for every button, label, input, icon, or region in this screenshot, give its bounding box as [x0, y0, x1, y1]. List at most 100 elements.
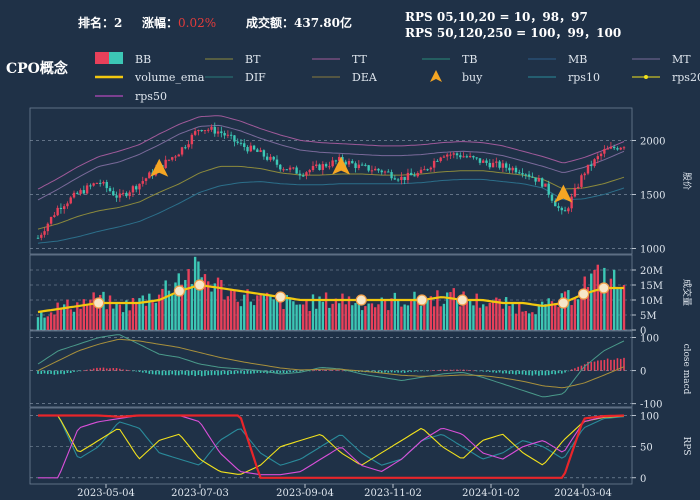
macd-hist-bar — [73, 370, 75, 372]
ytick-label-price: 1500 — [640, 191, 665, 202]
ytick-label-volume: 0 — [640, 326, 646, 337]
candle-body — [197, 129, 200, 132]
macd-hist-bar — [472, 370, 475, 372]
macd-hist-bar — [276, 370, 278, 374]
candle-body — [616, 148, 619, 150]
volume-bar — [315, 308, 318, 330]
macd-hist-bar — [295, 370, 298, 372]
volume-bar — [69, 309, 72, 330]
legend-label-MB: MB — [568, 53, 587, 66]
macd-hist-bar — [230, 370, 232, 374]
volume-bar — [475, 293, 478, 330]
macd-hist-bar — [466, 369, 468, 371]
macd-hist-bar — [567, 370, 570, 372]
macd-hist-bar — [233, 370, 236, 375]
macd-hist-bar — [606, 358, 609, 371]
legend-item-rps50: rps50 — [95, 90, 167, 103]
macd-hist-bar — [63, 370, 65, 375]
macd-hist-bar — [338, 370, 340, 372]
candle-body — [220, 131, 223, 134]
volume-bar — [616, 287, 619, 330]
macd-hist-bar — [246, 370, 249, 374]
macd-hist-bar — [524, 370, 527, 375]
candle-body — [223, 133, 226, 136]
macd-hist-bar — [351, 370, 354, 372]
candle-body — [99, 182, 102, 184]
macd-hist-bar — [158, 370, 160, 375]
candle-body — [233, 135, 236, 142]
candle-body — [252, 145, 256, 150]
macd-hist-bar — [318, 369, 321, 371]
volume-bar — [400, 306, 403, 330]
volume-bar — [498, 298, 501, 330]
x-axis: 2023-05-04 2023-07-03 2023-09-04 2023-11-02… — [77, 484, 612, 499]
volume-bar — [328, 307, 331, 330]
volume-ema-line — [37, 284, 624, 314]
volume-bar — [180, 284, 184, 330]
macd-hist-bar — [495, 370, 498, 373]
candle-body — [108, 188, 112, 192]
macd-hist-bar — [547, 370, 550, 376]
ytick-label-volume: 10M — [640, 296, 663, 307]
candle-body — [567, 208, 570, 212]
macd-hist-bar — [551, 370, 553, 375]
macd-hist-bar — [187, 370, 190, 376]
candle-body — [606, 148, 609, 150]
candle-body — [285, 169, 289, 171]
candle-body — [298, 173, 302, 176]
volume-bar — [550, 301, 554, 330]
candle-body — [249, 145, 252, 152]
macd-hist-bar — [66, 370, 69, 374]
volume-bar — [459, 306, 462, 330]
volume-bar — [49, 312, 53, 330]
volume-bar — [377, 304, 380, 330]
macd-hist-bar — [459, 369, 462, 371]
candle-body — [331, 160, 334, 167]
volume-bar — [154, 302, 158, 330]
macd-hist-bar — [135, 370, 138, 372]
legend-label-DEA: DEA — [352, 71, 378, 84]
legend-label-BT: BT — [245, 53, 261, 66]
volume-bar — [455, 299, 459, 330]
volume-bar — [308, 311, 311, 330]
candle-body — [455, 153, 459, 156]
candle-body — [576, 186, 580, 188]
legend-dot-icon — [644, 75, 648, 79]
volume-bar — [341, 293, 344, 330]
volume-bar — [501, 308, 505, 330]
candle-body — [410, 172, 413, 176]
macd-hist-bar — [335, 370, 337, 371]
candle-body — [501, 163, 505, 168]
volume-bar — [429, 296, 433, 330]
candle-body — [305, 172, 308, 176]
candle-body — [478, 158, 482, 163]
volume-bar — [164, 280, 167, 330]
candle-body — [485, 160, 488, 163]
volume-bar — [557, 307, 560, 330]
macd-hist-bar — [47, 370, 49, 375]
volume-bar — [586, 287, 590, 330]
xtick-label: 2023-07-03 — [171, 488, 229, 499]
candle-body — [141, 181, 144, 184]
volume-bar — [144, 305, 148, 330]
macd-hist-bar — [315, 370, 318, 371]
change-value: 0.02% — [178, 16, 217, 30]
candle-body — [216, 131, 220, 134]
volume-bar — [184, 280, 187, 330]
volume-bar — [396, 299, 400, 330]
macd-hist-bar — [204, 370, 206, 376]
volume-bar — [40, 312, 43, 330]
macd-hist-bar — [69, 370, 72, 374]
ylabel-1: 成交量 — [681, 279, 693, 306]
candle-body — [468, 155, 472, 158]
volume-bar — [321, 301, 325, 330]
volume-bar — [446, 292, 449, 330]
candle-body — [554, 200, 557, 207]
band-line-MT — [37, 124, 625, 201]
volume-bar — [128, 310, 131, 330]
ytick-label-macd: 0 — [640, 367, 646, 378]
macd-hist-bar — [397, 370, 399, 373]
candle-body — [177, 154, 180, 157]
volume-bar — [288, 297, 292, 330]
volume-bar — [174, 282, 177, 330]
